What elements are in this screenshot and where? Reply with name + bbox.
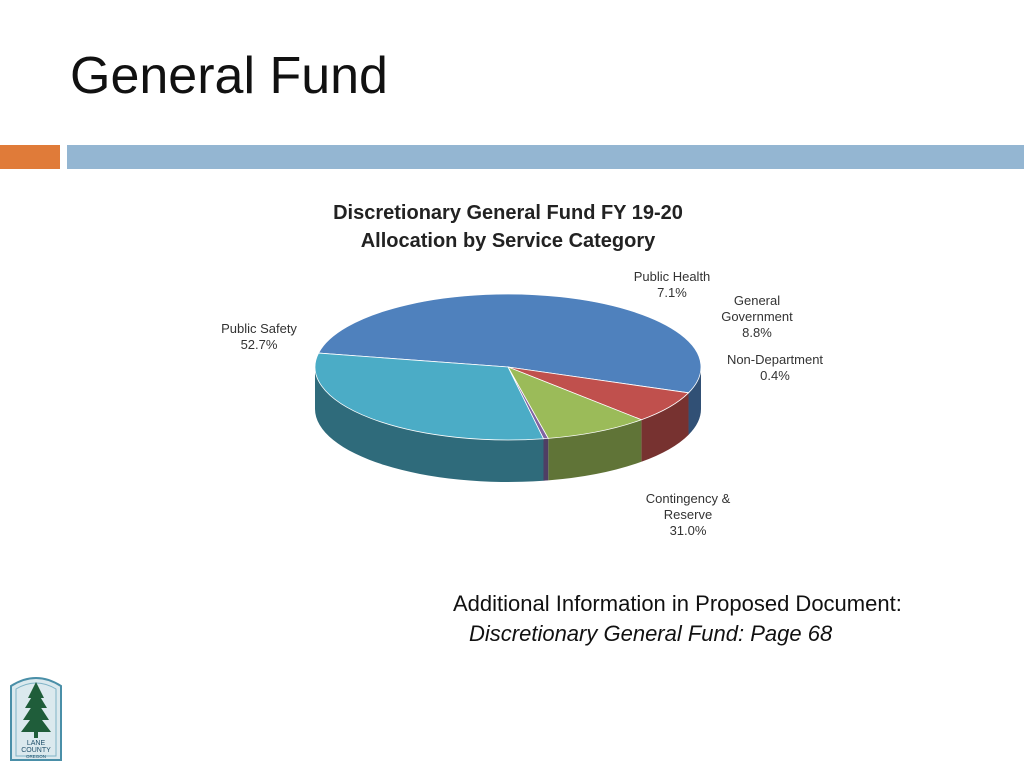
label-public-health-name: Public Health	[634, 269, 711, 284]
chart-title-line-2: Allocation by Service Category	[361, 230, 656, 252]
pie-side-public-health	[641, 392, 689, 462]
logo-text-oregon: OREGON	[26, 754, 46, 759]
pie-slice-contingency-reserve	[314, 352, 545, 441]
label-general-government-name-1: General	[734, 293, 780, 308]
label-non-department-value: 0.4%	[760, 368, 790, 383]
label-contingency-reserve-value: 31.0%	[670, 523, 707, 538]
label-public-safety: Public Safety 52.7%	[221, 321, 297, 352]
note-line-2: Discretionary General Fund: Page 68	[469, 621, 833, 646]
tree-icon	[21, 682, 51, 738]
logo-text-lane: LANE	[27, 740, 46, 747]
slide-title: General Fund	[70, 47, 388, 105]
pie-slices	[314, 293, 702, 441]
pie-side-general-government	[548, 419, 642, 481]
note-line-1: Additional Information in Proposed Docum…	[453, 591, 902, 616]
label-non-department: Non-Department 0.4%	[727, 352, 823, 383]
pie-side-contingency-reserve	[315, 367, 544, 482]
label-general-government-value: 8.8%	[742, 325, 772, 340]
lane-county-logo: LANE COUNTY OREGON	[10, 677, 62, 761]
pie-slice-public-safety	[317, 293, 702, 394]
label-public-safety-value: 52.7%	[241, 337, 278, 352]
label-general-government-name-2: Government	[721, 309, 793, 324]
pie-side-public-safety	[688, 367, 701, 435]
label-public-safety-name: Public Safety	[221, 321, 297, 336]
label-contingency-reserve: Contingency & Reserve 31.0%	[646, 491, 731, 538]
label-contingency-reserve-name-2: Reserve	[664, 507, 712, 522]
label-general-government: General Government 8.8%	[721, 293, 793, 340]
pie-slice-general-government	[507, 366, 643, 439]
pie-chart: Discretionary General Fund FY 19-20 Allo…	[221, 202, 823, 538]
pie-sides	[315, 367, 701, 482]
label-public-health-value: 7.1%	[657, 285, 687, 300]
logo-text-county: COUNTY	[21, 747, 51, 754]
label-non-department-name: Non-Department	[727, 352, 823, 367]
title-rule-bar	[67, 145, 1024, 169]
logo-frame-inner	[15, 682, 57, 757]
label-public-health: Public Health 7.1%	[634, 269, 711, 300]
pie-side-non-department	[543, 438, 549, 481]
label-contingency-reserve-name-1: Contingency &	[646, 491, 731, 506]
chart-title-line-1: Discretionary General Fund FY 19-20	[333, 202, 683, 224]
accent-bar	[0, 145, 60, 169]
